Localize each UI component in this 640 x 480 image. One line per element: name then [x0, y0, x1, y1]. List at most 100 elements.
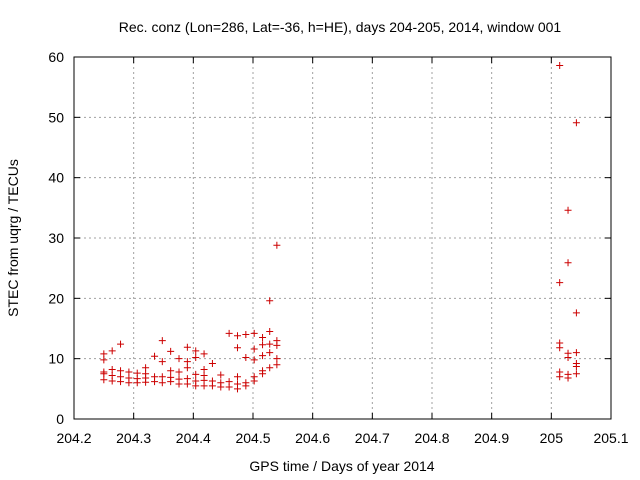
data-point: [117, 373, 125, 381]
y-tick-label: 20: [48, 290, 64, 306]
data-point: [117, 340, 125, 348]
data-point: [108, 347, 116, 355]
data-point: [556, 339, 564, 347]
data-point: [250, 345, 258, 353]
data-point: [192, 347, 200, 355]
y-tick-label: 30: [48, 230, 64, 246]
data-point: [242, 379, 250, 387]
data-point: [100, 350, 108, 358]
data-point: [167, 373, 175, 381]
data-point: [556, 61, 564, 69]
data-point: [133, 369, 141, 377]
data-point: [564, 349, 572, 357]
data-point: [242, 353, 250, 361]
data-point: [572, 309, 580, 317]
data-point: [266, 349, 274, 357]
data-point: [108, 372, 116, 380]
data-point: [225, 378, 233, 386]
data-point: [564, 206, 572, 214]
data-point: [266, 328, 274, 336]
data-point: [233, 332, 241, 340]
data-point: [273, 355, 281, 363]
x-tick-label: 204.8: [414, 430, 449, 446]
data-point: [208, 359, 216, 367]
data-point: [100, 368, 108, 376]
data-point: [183, 343, 191, 351]
data-point: [158, 373, 166, 381]
x-tick-label: 204.7: [355, 430, 390, 446]
data-point: [217, 371, 225, 379]
data-point: [183, 375, 191, 383]
data-point: [233, 380, 241, 388]
data-point: [266, 364, 274, 372]
data-point: [192, 370, 200, 378]
x-tick-label: 204.9: [474, 430, 509, 446]
data-point: [572, 359, 580, 367]
data-point: [225, 329, 233, 337]
data-point: [108, 366, 116, 374]
data-point: [158, 337, 166, 345]
grid-lines: [74, 57, 611, 419]
data-point: [572, 119, 580, 127]
data-point: [158, 358, 166, 366]
data-point: [167, 367, 175, 375]
data-points: [100, 61, 580, 393]
data-point: [572, 349, 580, 357]
data-point: [259, 367, 267, 375]
data-point: [208, 377, 216, 385]
data-point: [100, 356, 108, 364]
data-point: [200, 372, 208, 380]
data-point: [250, 329, 258, 337]
data-point: [151, 352, 159, 360]
data-point: [192, 377, 200, 385]
data-point: [175, 368, 183, 376]
data-point: [273, 337, 281, 345]
data-point: [217, 379, 225, 387]
y-tick-label: 60: [48, 49, 64, 65]
y-tick-label: 10: [48, 351, 64, 367]
data-point: [266, 297, 274, 305]
data-point: [200, 366, 208, 374]
chart-title: Rec. conz (Lon=286, Lat=-36, h=HE), days…: [119, 19, 562, 35]
data-point: [117, 367, 125, 375]
data-point: [175, 355, 183, 363]
data-point: [167, 347, 175, 355]
data-point: [233, 373, 241, 381]
y-tick-label: 0: [56, 411, 64, 427]
data-point: [273, 241, 281, 249]
x-tick-label: 205.1: [593, 430, 628, 446]
data-point: [259, 341, 267, 349]
x-tick-labels: 204.2 204.3 204.4 204.5 204.6 204.7 204.8 204.9…: [56, 430, 628, 446]
data-point: [564, 259, 572, 267]
data-point: [250, 356, 258, 364]
data-point: [151, 373, 159, 381]
data-point: [175, 375, 183, 383]
data-point: [250, 373, 258, 381]
y-axis-label: STEC from uqrg / TECUs: [5, 159, 21, 317]
x-tick-label: 205: [540, 430, 564, 446]
data-point: [125, 368, 133, 376]
x-tick-label: 204.5: [235, 430, 270, 446]
data-point: [242, 331, 250, 339]
data-point: [100, 376, 108, 384]
data-point: [142, 370, 150, 378]
y-tick-label: 40: [48, 170, 64, 186]
data-point: [259, 334, 267, 342]
plot-frame: [73, 56, 612, 420]
data-point: [142, 364, 150, 372]
data-point: [266, 340, 274, 348]
data-point: [125, 374, 133, 382]
data-point: [564, 370, 572, 378]
data-point: [273, 361, 281, 369]
data-point: [200, 350, 208, 358]
y-tick-labels: 0 10 20 30 40 50 60: [48, 49, 64, 427]
x-tick-label: 204.4: [176, 430, 211, 446]
data-point: [259, 352, 267, 360]
data-point: [556, 279, 564, 287]
x-tick-label: 204.2: [56, 430, 91, 446]
data-point: [183, 358, 191, 366]
y-tick-label: 50: [48, 109, 64, 125]
data-point: [556, 368, 564, 376]
data-point: [183, 364, 191, 372]
